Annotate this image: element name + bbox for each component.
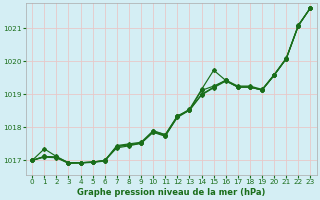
X-axis label: Graphe pression niveau de la mer (hPa): Graphe pression niveau de la mer (hPa) [77, 188, 266, 197]
